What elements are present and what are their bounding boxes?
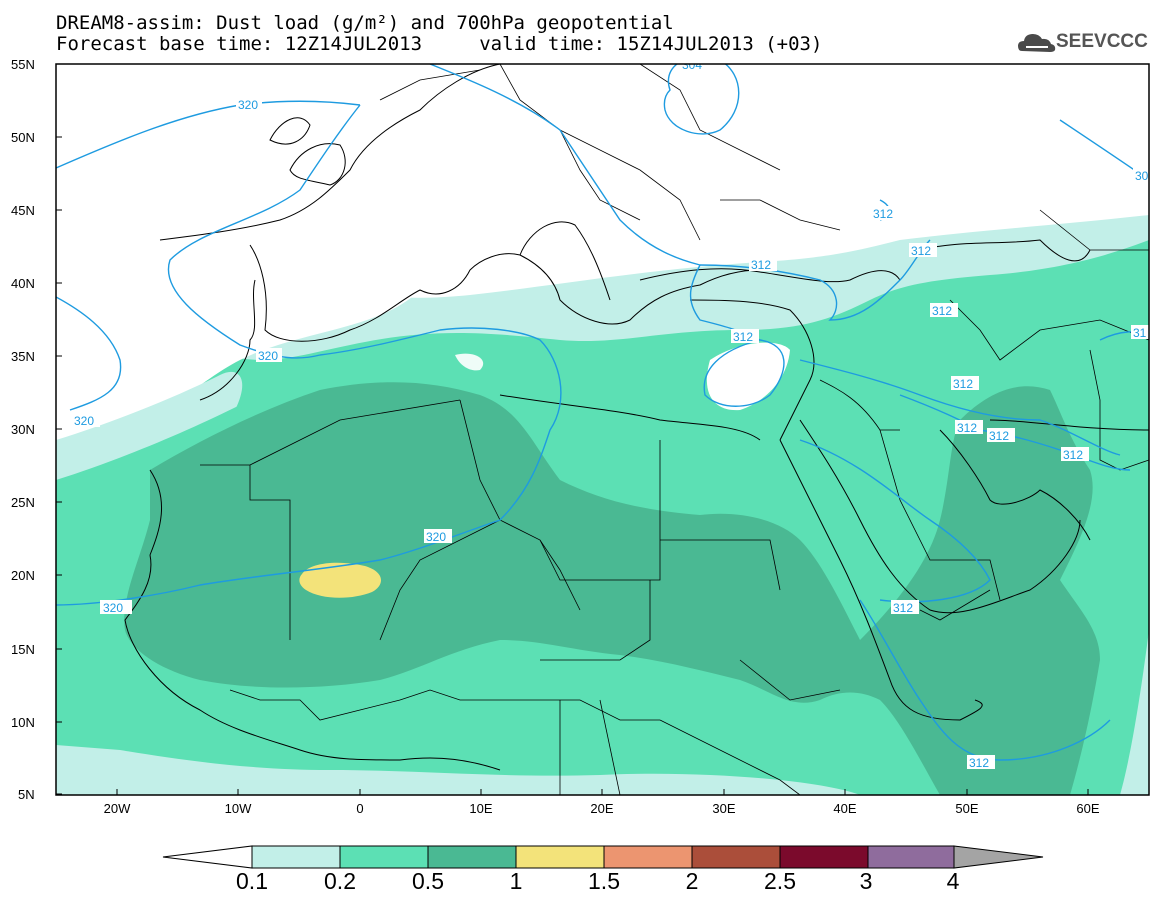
contour-label: 320 <box>426 530 446 544</box>
lon-label: 10W <box>225 801 252 816</box>
lat-label: 40N <box>11 276 35 291</box>
lat-label: 30N <box>11 422 35 437</box>
lon-label: 0 <box>356 801 363 816</box>
lon-label: 60E <box>1076 801 1099 816</box>
colorbar-label: 2.5 <box>764 868 796 894</box>
lon-label: 50E <box>955 801 978 816</box>
contour-label: 312 <box>953 377 973 391</box>
colorbar-segment <box>339 845 429 869</box>
contour-label: 312 <box>733 330 753 344</box>
lat-label: 20N <box>11 568 35 583</box>
contour-label: 30 <box>1135 169 1149 183</box>
colorbar-segment <box>779 845 869 869</box>
lat-labels: 5N 10N 15N 20N 25N 30N 35N 40N 45N 50N 5… <box>11 57 35 802</box>
contour-label: 312 <box>969 756 989 770</box>
lat-label: 50N <box>11 130 35 145</box>
title-line-1: DREAM8-assim: Dust load (g/m²) and 700hP… <box>56 12 674 34</box>
dust-band-0-5 <box>124 382 1101 795</box>
colorbar <box>162 845 1044 869</box>
lon-label: 10E <box>469 801 492 816</box>
lat-label: 10N <box>11 715 35 730</box>
contour-label: 312 <box>893 601 913 615</box>
contour-label: 320 <box>258 349 278 363</box>
colorbar-label: 2 <box>685 868 699 894</box>
lat-label: 5N <box>18 787 35 802</box>
colorbar-label: 0.1 <box>236 868 268 894</box>
colorbar-segment <box>691 845 781 869</box>
colorbar-segment <box>162 845 253 869</box>
lon-label: 20E <box>590 801 613 816</box>
contour-labels: 320 320 320 320 320 312 312 312 312 312 … <box>72 58 1149 770</box>
contour-label: 320 <box>238 98 258 112</box>
contour-label: 312 <box>873 207 893 221</box>
logo-text: SEEVCCC <box>1056 31 1148 52</box>
lat-label: 55N <box>11 57 35 72</box>
colorbar-segment <box>867 845 955 869</box>
colorbar-label: 3 <box>859 868 873 894</box>
colorbar-label: 1.5 <box>588 868 620 894</box>
lon-label: 40E <box>833 801 856 816</box>
contour-label: 312 <box>932 304 952 318</box>
contour-label: 312 <box>989 429 1009 443</box>
contour-label: 312 <box>911 244 931 258</box>
lon-label: 30E <box>712 801 735 816</box>
colorbar-label: 1 <box>509 868 523 894</box>
contour-label: 304 <box>682 58 702 72</box>
colorbar-segment <box>603 845 693 869</box>
contour-label: 312 <box>1063 448 1083 462</box>
contour-label: 312 <box>957 421 977 435</box>
colorbar-segment <box>953 845 1044 869</box>
lon-label: 20W <box>104 801 131 816</box>
contour-label: 320 <box>103 601 123 615</box>
colorbar-segment <box>515 845 605 869</box>
contour-label: 312 <box>751 258 771 272</box>
title-line-2: Forecast base time: 12Z14JUL2013 valid t… <box>56 33 823 55</box>
lat-label: 45N <box>11 203 35 218</box>
lon-labels: 20W 10W 0 10E 20E 30E 40E 50E 60E <box>104 801 1100 816</box>
cloud-icon <box>1018 34 1056 52</box>
colorbar-segment <box>427 845 517 869</box>
lat-label: 15N <box>11 642 35 657</box>
dust-band-1 <box>299 562 382 598</box>
colorbar-label: 4 <box>946 868 960 894</box>
lat-label: 25N <box>11 495 35 510</box>
lat-label: 35N <box>11 349 35 364</box>
contour-label: 31 <box>1133 326 1147 340</box>
colorbar-segment <box>251 845 341 869</box>
colorbar-label: 0.2 <box>324 868 356 894</box>
contour-label: 320 <box>74 414 94 428</box>
colorbar-label: 0.5 <box>412 868 444 894</box>
axis-ticks <box>56 136 1089 795</box>
